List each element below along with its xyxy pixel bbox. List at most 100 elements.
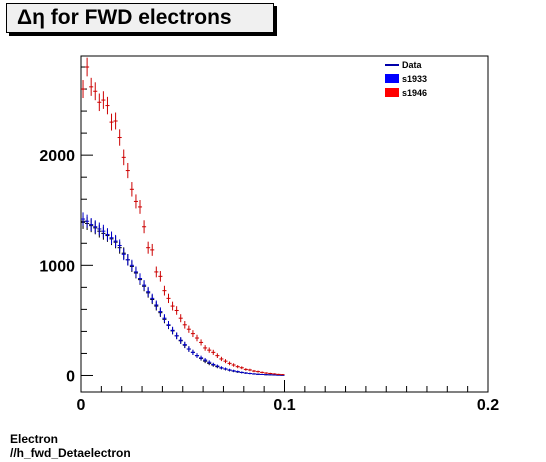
legend-label: s1946 xyxy=(402,88,427,98)
data-point xyxy=(133,266,138,278)
data-point xyxy=(239,366,244,370)
data-marks xyxy=(81,57,285,376)
data-point xyxy=(166,293,171,304)
footer-line-1: Electron xyxy=(10,432,59,446)
data-point xyxy=(264,374,269,376)
data-point xyxy=(264,372,269,374)
data-point xyxy=(251,373,257,375)
data-point xyxy=(142,220,147,234)
footer-line-2: //h_fwd_Detaelectron xyxy=(10,446,131,460)
legend-swatch-box xyxy=(385,74,399,83)
data-point xyxy=(113,234,118,248)
data-point xyxy=(158,271,163,282)
data-point xyxy=(231,363,236,367)
data-point xyxy=(81,212,86,226)
x-tick-label: 0 xyxy=(77,397,86,414)
x-tick-label: 0.1 xyxy=(273,397,295,414)
data-point xyxy=(190,349,195,355)
data-point xyxy=(146,286,151,297)
data-point xyxy=(211,362,216,367)
series-s1933 xyxy=(81,212,285,376)
data-point xyxy=(190,330,195,338)
data-point xyxy=(109,113,114,131)
data-point xyxy=(199,339,204,346)
data-point xyxy=(243,372,248,374)
data-point xyxy=(251,369,257,373)
data-point xyxy=(105,228,110,241)
data-point xyxy=(154,300,159,310)
data-point xyxy=(146,241,151,254)
data-point xyxy=(117,129,122,146)
legend-label: Data xyxy=(402,60,423,70)
data-point xyxy=(89,77,94,96)
data-point xyxy=(170,326,175,334)
data-point xyxy=(186,346,191,352)
data-point xyxy=(93,82,98,101)
data-point xyxy=(215,364,220,368)
data-point xyxy=(247,372,252,375)
data-point xyxy=(268,372,273,375)
chart-title-box: Δη for FWD electrons xyxy=(6,3,274,33)
legend-swatch-box xyxy=(385,88,399,97)
data-point xyxy=(166,321,171,329)
data-point xyxy=(129,259,134,271)
data-point xyxy=(142,280,147,291)
data-point xyxy=(235,365,240,369)
data-point xyxy=(207,347,212,353)
data-point xyxy=(256,373,261,375)
data-point xyxy=(174,306,179,315)
data-point xyxy=(125,254,130,266)
data-point xyxy=(97,222,102,236)
data-point xyxy=(174,332,179,340)
data-point xyxy=(162,314,167,323)
data-point xyxy=(260,373,265,376)
data-point xyxy=(272,373,277,375)
y-tick-label: 1000 xyxy=(39,258,75,275)
data-point xyxy=(203,345,208,351)
data-point xyxy=(178,337,183,344)
data-point xyxy=(113,112,118,130)
x-tick-label: 0.2 xyxy=(477,397,499,414)
legend-label: s1933 xyxy=(402,74,427,84)
data-point xyxy=(105,96,110,115)
data-point xyxy=(272,374,277,376)
data-point xyxy=(150,243,155,256)
data-point xyxy=(133,194,138,209)
data-point xyxy=(129,182,134,197)
data-point xyxy=(276,374,281,376)
data-point xyxy=(89,218,94,232)
data-point xyxy=(85,57,90,77)
data-point xyxy=(276,373,281,375)
data-point xyxy=(280,374,285,376)
data-point xyxy=(121,248,126,261)
data-point xyxy=(223,367,228,371)
data-point xyxy=(186,325,191,333)
data-point xyxy=(199,355,204,361)
data-point xyxy=(109,231,114,245)
data-point xyxy=(219,366,224,370)
data-point xyxy=(203,357,208,363)
data-point xyxy=(97,93,102,112)
data-point xyxy=(227,361,232,366)
data-point xyxy=(227,368,232,372)
data-point xyxy=(260,371,265,374)
legend: Data s1933 s1946 xyxy=(385,60,427,98)
data-point xyxy=(121,149,126,166)
data-point xyxy=(154,266,159,278)
data-point xyxy=(178,314,183,323)
data-point xyxy=(211,349,216,355)
series-s1946 xyxy=(81,57,285,376)
data-point xyxy=(137,200,143,214)
data-point xyxy=(215,353,220,359)
data-point xyxy=(235,370,240,373)
y-tick-label: 0 xyxy=(66,368,75,385)
data-point xyxy=(85,214,90,228)
y-tick-label: 2000 xyxy=(39,148,75,165)
data-point xyxy=(150,293,155,304)
plot-frame xyxy=(80,55,489,393)
data-point xyxy=(182,321,187,329)
data-point xyxy=(231,369,236,372)
data-point xyxy=(117,239,122,252)
data-point xyxy=(268,374,273,376)
